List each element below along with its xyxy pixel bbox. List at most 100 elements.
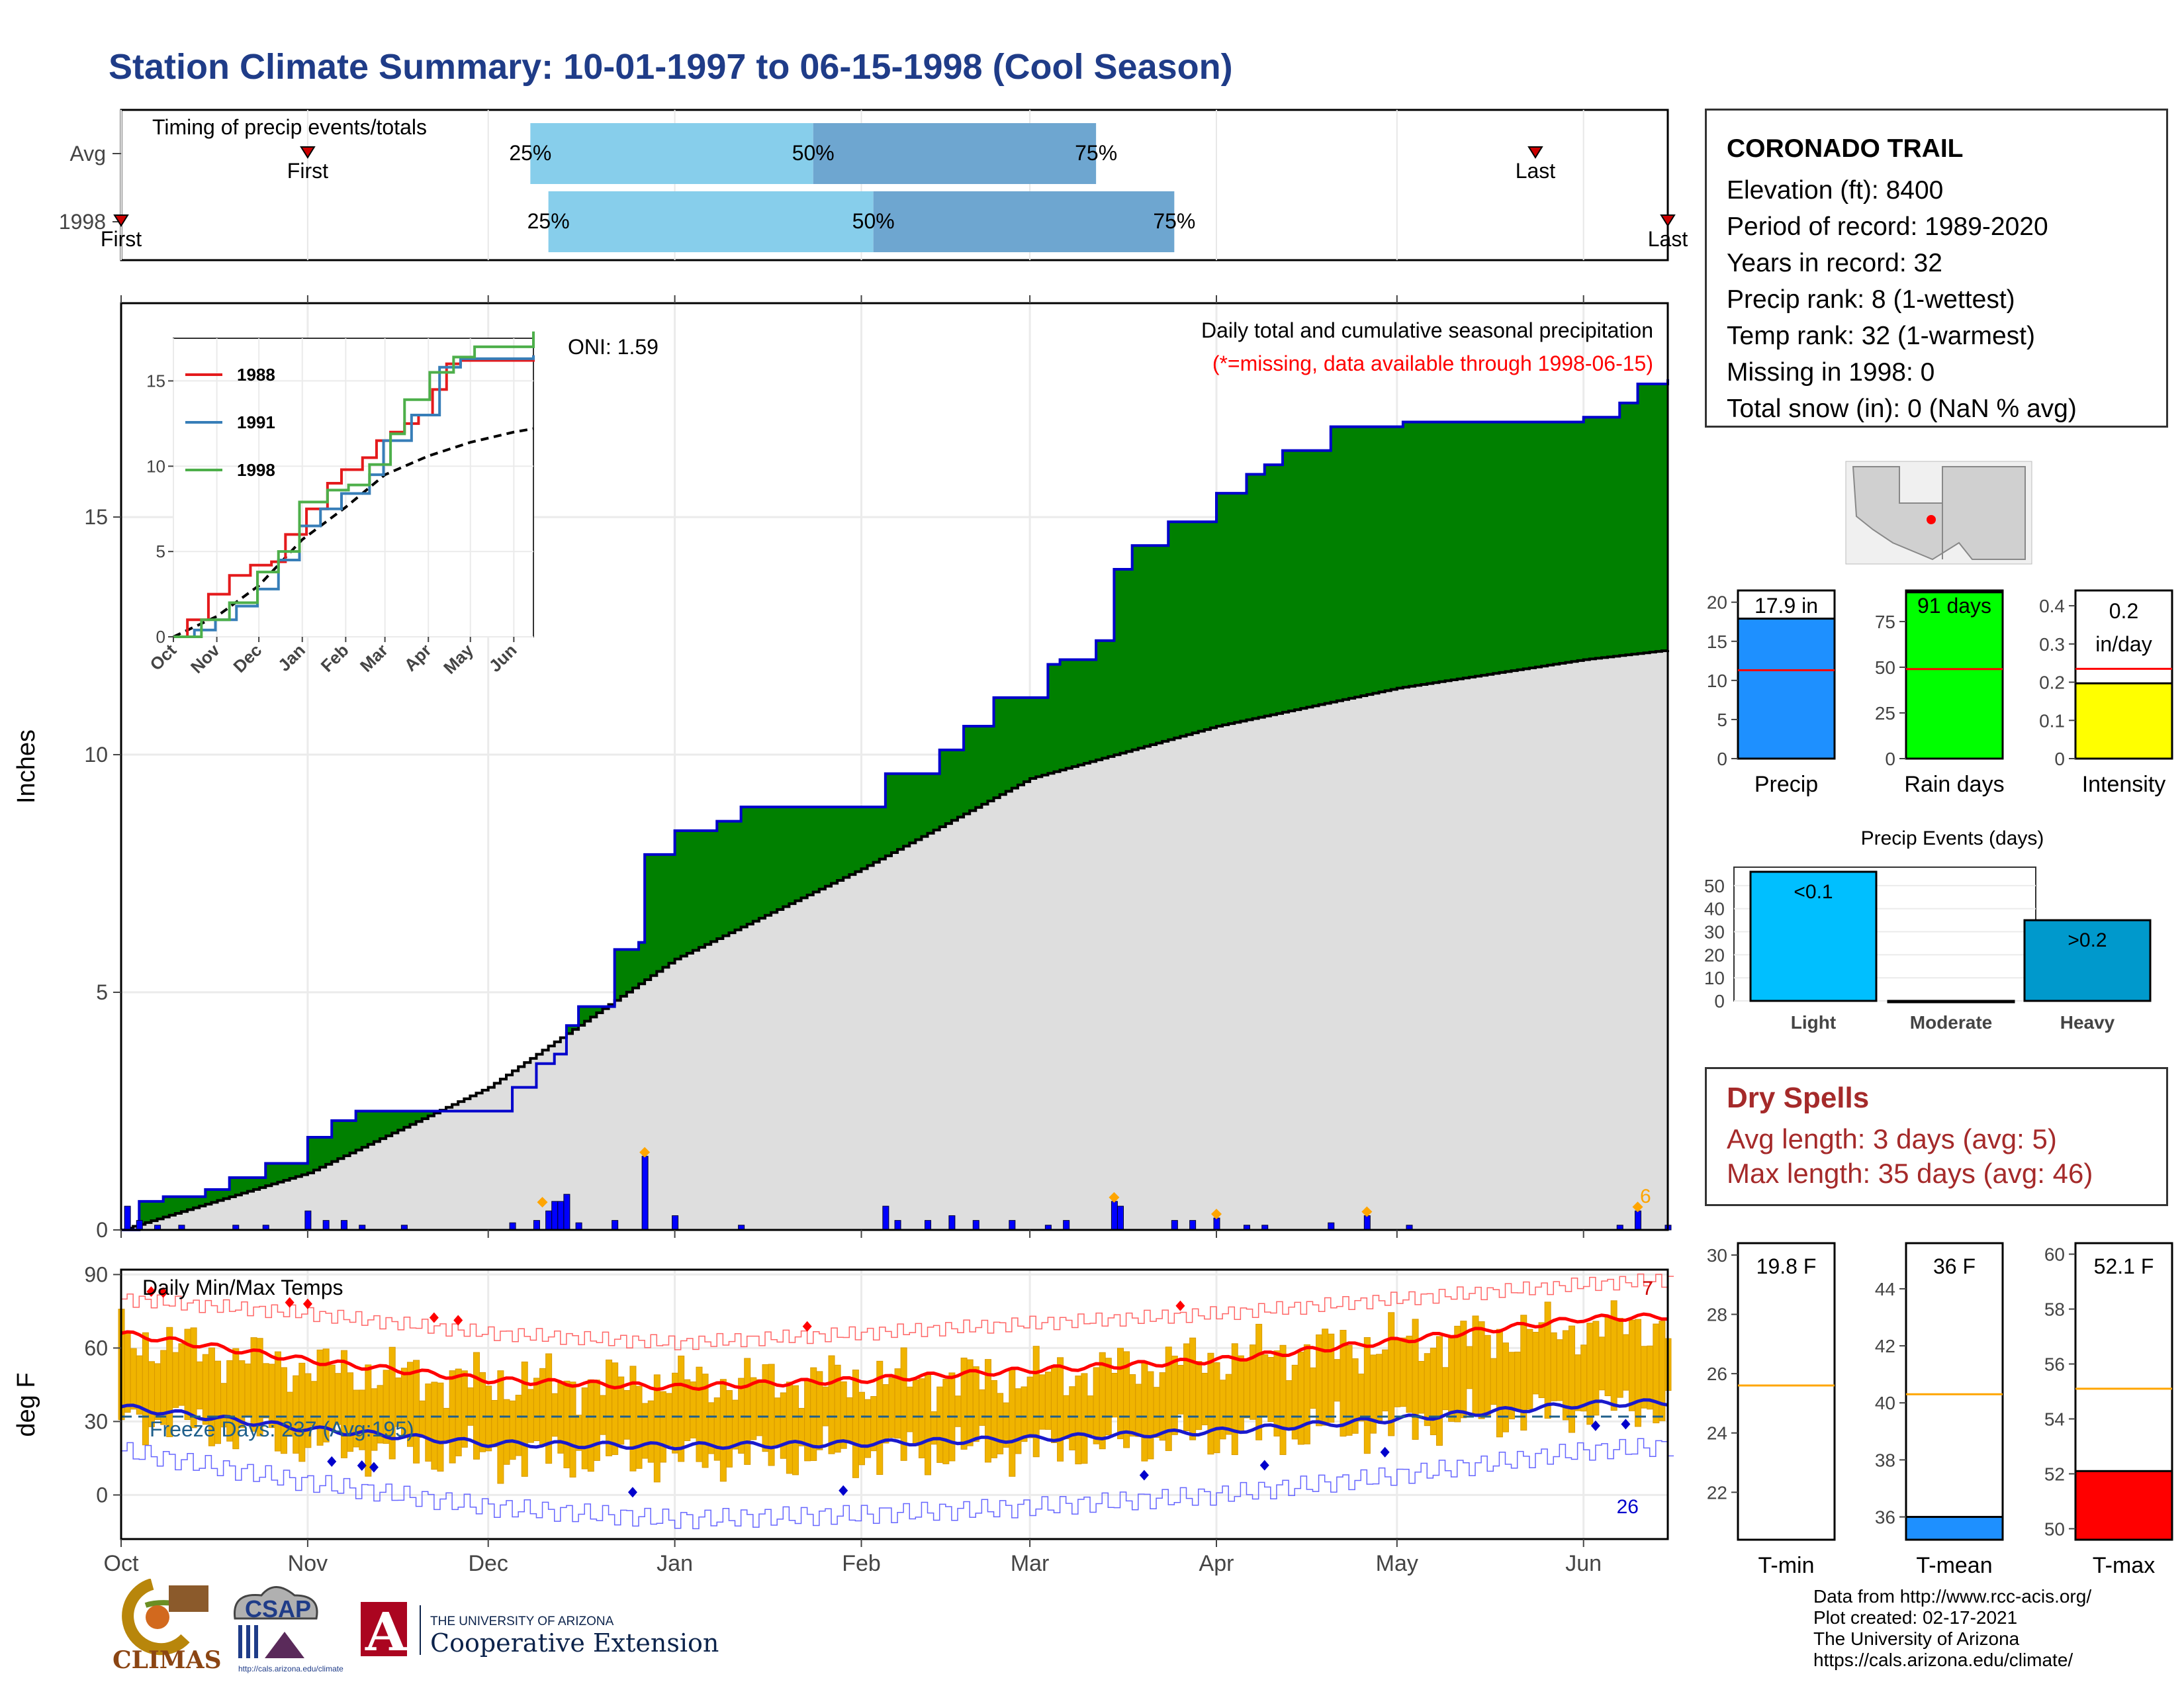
- daily-temp-bar: [1303, 1344, 1310, 1444]
- station-missing: Missing in 1998: 0: [1727, 358, 1935, 387]
- daily-temp-bar: [1057, 1357, 1064, 1462]
- events-y-tick-label: 0: [1714, 991, 1725, 1011]
- record-max-marker: [453, 1315, 463, 1326]
- events-x-label: Heavy: [2060, 1012, 2115, 1033]
- record-min-marker: [1259, 1460, 1269, 1471]
- daily-precip-bar: [1117, 1205, 1124, 1231]
- daily-temp-bar: [786, 1382, 793, 1474]
- daily-temp-bar: [978, 1389, 985, 1426]
- temp-total-frame: [1905, 1242, 2004, 1541]
- temp-total-value-text: 36 F: [1933, 1254, 1976, 1278]
- credit-url: https://cals.arizona.edu/climate/: [1813, 1650, 2073, 1670]
- heavy-precip-marker: [1632, 1201, 1643, 1213]
- inset-y-tick-label: 0: [156, 627, 165, 647]
- total-y-tick-label: 15: [1707, 632, 1727, 652]
- temp-y-tick-label: 90: [84, 1262, 108, 1286]
- temp-x-tick-label: Oct: [104, 1551, 139, 1576]
- daily-temp-bar: [659, 1391, 666, 1463]
- daily-temp-bar: [1117, 1348, 1124, 1440]
- daily-temp-bar: [1628, 1319, 1635, 1411]
- daily-temp-bar: [599, 1395, 606, 1435]
- daily-temp-bar: [925, 1373, 932, 1476]
- temp-x-tick-label: Jun: [1565, 1551, 1602, 1576]
- daily-temp-bar: [1297, 1351, 1304, 1445]
- daily-temp-bar: [768, 1364, 775, 1466]
- daily-temp-bar: [1430, 1348, 1437, 1436]
- timing-quantile-label: 25%: [527, 209, 570, 233]
- events-bar: [1749, 870, 1878, 1002]
- inset-frame: [173, 338, 534, 637]
- daily-precip-bar: [972, 1220, 979, 1231]
- daily-temp-bar: [593, 1380, 600, 1461]
- daily-temp-bar: [1243, 1358, 1250, 1419]
- average-min-line: [120, 1398, 1668, 1451]
- precip-title: Daily total and cumulative seasonal prec…: [1201, 318, 1653, 342]
- total-y-tick-label: 20: [1707, 592, 1727, 613]
- daily-temp-bar: [340, 1350, 347, 1458]
- record-max-marker: [285, 1297, 295, 1308]
- record-max-marker: [302, 1298, 312, 1309]
- daily-precip-bar: [882, 1205, 889, 1231]
- record-max-marker: [158, 1287, 168, 1298]
- locator-map-states: [1852, 466, 2026, 561]
- daily-temp-bar: [1069, 1386, 1076, 1450]
- inset-y-tick-label: 5: [156, 541, 165, 561]
- precip-y-tick-label: 0: [96, 1218, 108, 1242]
- precip-y-tick-label: 5: [96, 980, 108, 1004]
- daily-precip-bar: [948, 1215, 956, 1231]
- daily-temp-bar: [997, 1393, 1004, 1454]
- temp-title: Daily Min/Max Temps: [142, 1276, 343, 1299]
- daily-temp-bar: [1255, 1323, 1263, 1440]
- daily-precip-bar: [1363, 1215, 1371, 1231]
- daily-precip-bar: [1328, 1222, 1335, 1231]
- ua-logo: A THE UNIVERSITY OF ARIZONA Cooperative …: [361, 1601, 719, 1663]
- daily-temp-bar: [479, 1372, 486, 1452]
- record-max-count: 7: [1642, 1278, 1653, 1299]
- credits: Data from http://www.rcc-acis.org/ Plot …: [1813, 1586, 2091, 1671]
- daily-temp-bar: [563, 1380, 570, 1468]
- record-max-line: [121, 1273, 1674, 1350]
- total-value-text: 91 days: [1917, 594, 1991, 618]
- daily-temp-bar: [1550, 1332, 1557, 1401]
- station-precip-rank: Precip rank: 8 (1-wettest): [1727, 285, 2015, 314]
- daily-temp-bar: [262, 1363, 269, 1419]
- daily-temp-bar: [1424, 1353, 1431, 1427]
- credit-data-source: Data from http://www.rcc-acis.org/: [1813, 1586, 2092, 1607]
- daily-temp-bar: [972, 1366, 979, 1442]
- logos: CLIMAS CSAP http://cals.arizona.edu/clim…: [113, 1579, 719, 1674]
- station-temp-rank: Temp rank: 32 (1-warmest): [1727, 322, 2035, 350]
- daily-temp-bar: [725, 1390, 733, 1468]
- daily-temp-bar: [1322, 1329, 1329, 1426]
- record-min-marker: [1380, 1446, 1390, 1458]
- daily-temp-bar: [840, 1381, 847, 1449]
- temp-total-y-tick-label: 38: [1875, 1450, 1895, 1470]
- precip-y-tick-label: 10: [84, 743, 108, 767]
- total-y-tick-label: 0: [1717, 749, 1727, 769]
- inset-legend-label: 1988: [237, 365, 275, 385]
- daily-temp-bar: [1532, 1332, 1539, 1395]
- total-value-box: [1738, 590, 1835, 621]
- timing-quantile-label: 50%: [792, 141, 835, 165]
- daily-temp-bar: [545, 1353, 553, 1464]
- daily-temp-bar: [1273, 1350, 1281, 1436]
- daily-temp-bar: [461, 1370, 468, 1448]
- daily-temp-bar: [1616, 1317, 1623, 1398]
- total-value-box: [2075, 590, 2172, 621]
- daily-temp-bar: [1207, 1352, 1214, 1455]
- daily-temp-bar: [533, 1378, 540, 1442]
- station-years: Years in record: 32: [1727, 249, 1942, 277]
- daily-temp-bar: [293, 1375, 300, 1454]
- temp-total-frame: [2074, 1242, 2173, 1541]
- total-frame: [1737, 589, 1836, 760]
- timing-last-marker: [1527, 146, 1543, 159]
- daily-temp-bar: [196, 1361, 203, 1410]
- dry-spells-avg: Avg length: 3 days (avg: 5): [1727, 1123, 2057, 1154]
- inset-y-tick-label: 10: [146, 456, 165, 476]
- timing-row-label: 1998: [59, 210, 106, 234]
- daily-temp-bar: [244, 1363, 251, 1416]
- daily-temp-bar: [822, 1386, 829, 1427]
- total-bar: [2074, 682, 2173, 760]
- total-y-tick-label: 0: [1885, 749, 1895, 769]
- total-y-tick-label: 25: [1875, 703, 1895, 724]
